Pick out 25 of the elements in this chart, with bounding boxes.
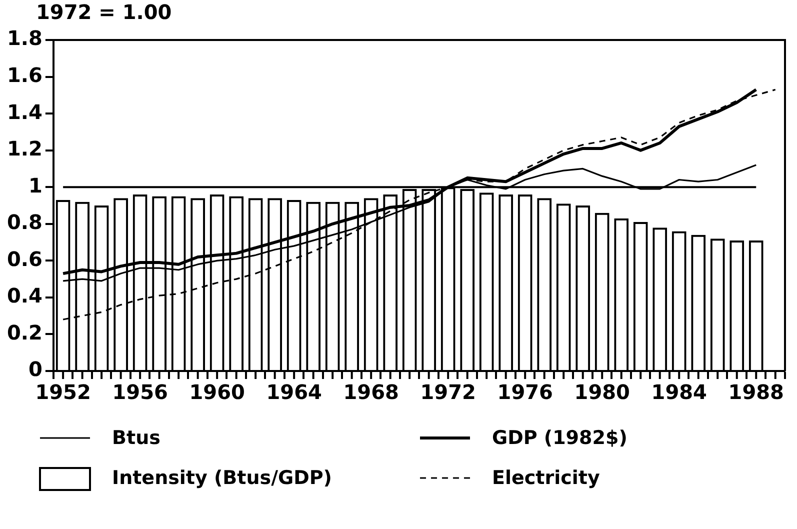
- x-tick-label: 1960: [189, 380, 245, 404]
- y-tick-label: 0.6: [6, 246, 42, 271]
- legend-label: Intensity (Btus/GDP): [112, 466, 332, 489]
- x-tick-label: 1988: [728, 380, 784, 404]
- y-tick-label: 1.4: [6, 100, 42, 124]
- y-tick-label: 0.4: [6, 284, 42, 308]
- y-tick-label: 0.8: [6, 210, 42, 234]
- x-tick-label: 1952: [35, 380, 91, 404]
- x-tick-label: 1964: [266, 380, 322, 404]
- legend-label: Electricity: [492, 466, 600, 489]
- y-tick-label: 1.8: [6, 26, 42, 50]
- y-tick-label: 1.2: [6, 136, 42, 161]
- x-tick-label: 1980: [574, 380, 630, 404]
- y-tick-label: 0.2: [6, 320, 42, 344]
- y-tick-label: 1: [28, 173, 42, 198]
- x-tick-label: 1976: [497, 380, 553, 404]
- legend-label: GDP (1982$): [492, 426, 628, 449]
- y-tick-label: 0: [28, 357, 42, 382]
- legend-label: Btus: [112, 426, 160, 449]
- x-tick-label: 1972: [420, 380, 476, 404]
- x-tick-label: 1984: [651, 380, 707, 404]
- y-axis-title: 1972 = 1.00: [36, 0, 172, 24]
- x-tick-label: 1956: [112, 380, 168, 404]
- y-tick-label: 1.6: [6, 62, 42, 87]
- x-tick-label: 1968: [343, 380, 399, 404]
